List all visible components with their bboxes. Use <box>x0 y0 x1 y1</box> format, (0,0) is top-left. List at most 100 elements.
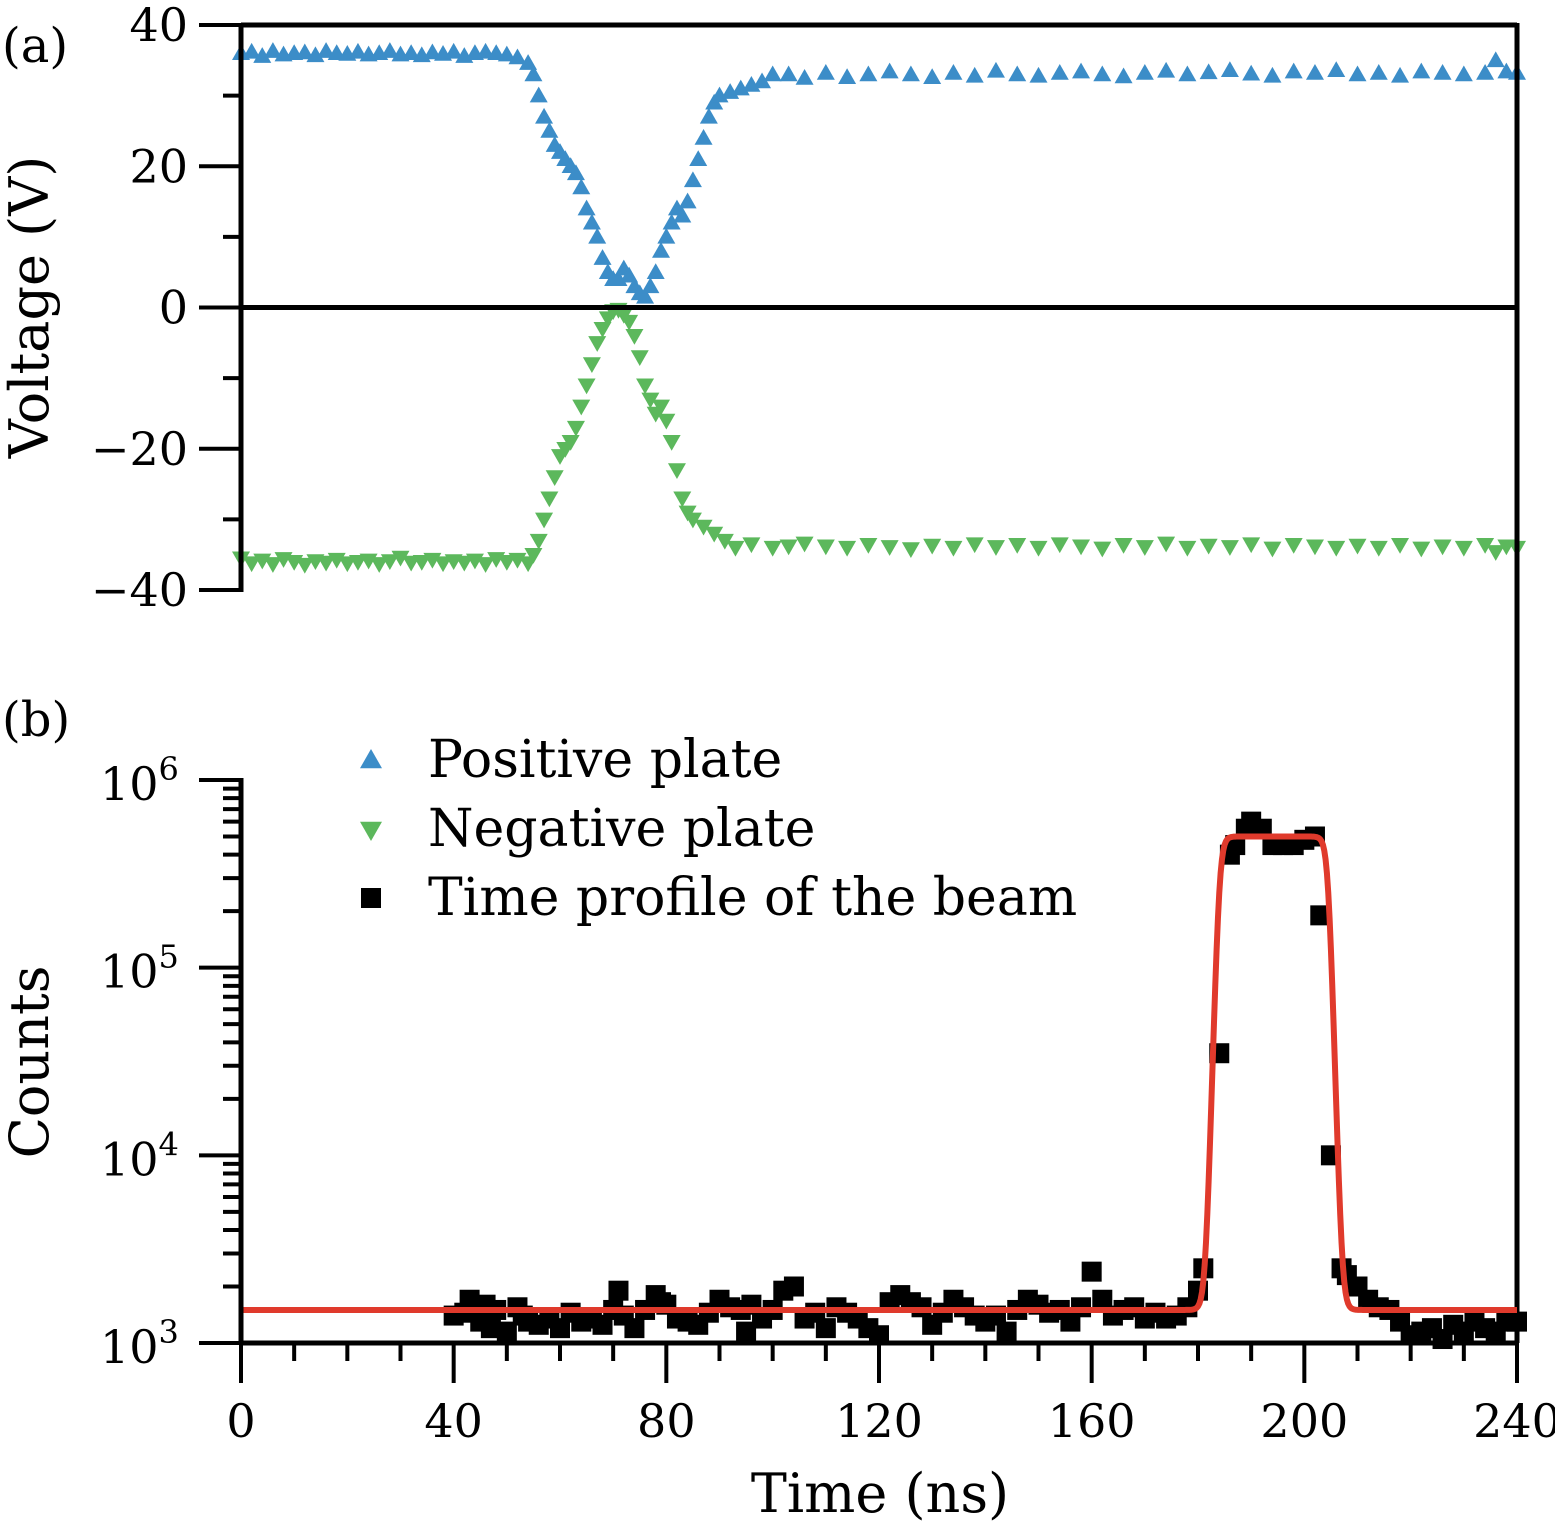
point-negative-plate <box>630 350 649 366</box>
legend-label-negative-plate: Negative plate <box>428 799 815 859</box>
legend-entry-negative-plate: Negative plate <box>360 799 815 859</box>
point-negative-plate <box>620 314 639 331</box>
point-time-profile <box>624 1318 645 1339</box>
point-positive-plate <box>529 86 548 103</box>
point-negative-plate <box>795 536 814 553</box>
point-negative-plate <box>1072 539 1091 556</box>
point-time-profile <box>608 1280 629 1301</box>
point-positive-plate <box>380 42 399 58</box>
x-tick-label: 200 <box>1260 1394 1348 1448</box>
point-negative-plate <box>338 556 357 573</box>
point-positive-plate <box>497 45 516 62</box>
point-time-profile <box>1081 1261 1102 1282</box>
point-positive-plate <box>620 266 639 283</box>
point-negative-plate <box>652 399 671 416</box>
point-negative-plate <box>1327 540 1346 557</box>
point-negative-plate <box>1391 538 1410 554</box>
point-negative-plate <box>705 526 724 543</box>
point-positive-plate <box>1199 63 1218 80</box>
point-positive-plate <box>524 65 543 82</box>
point-positive-plate <box>779 65 798 82</box>
x-tick-label: 160 <box>1048 1394 1136 1448</box>
point-negative-plate <box>1157 536 1176 553</box>
point-negative-plate <box>838 540 857 557</box>
point-negative-plate <box>1476 538 1495 554</box>
point-positive-plate <box>1220 61 1239 77</box>
panel-a-ylabel: Voltage (V) <box>0 156 61 460</box>
point-negative-plate <box>662 434 681 451</box>
point-positive-plate <box>965 66 984 83</box>
point-negative-plate <box>1029 540 1048 557</box>
point-positive-plate <box>348 42 367 59</box>
point-negative-plate <box>667 463 686 479</box>
panel-a-ytick-label: 40 <box>129 0 188 52</box>
point-negative-plate <box>1050 537 1069 554</box>
point-positive-plate <box>944 64 963 80</box>
y-tick-label: 103 <box>100 1313 179 1374</box>
point-negative-plate <box>1093 541 1112 558</box>
point-negative-plate <box>986 540 1005 556</box>
point-positive-plate <box>593 249 612 265</box>
point-negative-plate <box>1220 540 1239 556</box>
point-positive-plate <box>1072 62 1091 79</box>
point-positive-plate <box>662 213 681 230</box>
point-positive-plate <box>1412 62 1431 79</box>
point-positive-plate <box>1157 61 1176 78</box>
legend-entry-positive-plate: Positive plate <box>360 730 782 790</box>
point-time-profile <box>1092 1289 1113 1310</box>
point-negative-plate <box>944 540 963 557</box>
y-tick-label: 106 <box>100 750 179 811</box>
point-positive-plate <box>816 64 835 80</box>
point-negative-plate <box>535 512 554 529</box>
panel-a-label: (a) <box>2 18 68 74</box>
point-negative-plate <box>1348 538 1367 555</box>
point-positive-plate <box>1476 64 1495 80</box>
point-negative-plate <box>625 329 644 345</box>
panel-a-ytick-label: −20 <box>91 422 188 476</box>
x-tick-label: 120 <box>835 1394 923 1448</box>
point-negative-plate <box>317 555 336 572</box>
legend-label-time-profile: Time profile of the beam <box>428 868 1077 928</box>
x-tick-label: 40 <box>424 1394 483 1448</box>
point-positive-plate <box>295 43 314 60</box>
point-negative-plate <box>726 540 745 557</box>
panel-a-ytick-labels: −40 −20 0 20 40 <box>91 0 188 617</box>
point-negative-plate <box>1284 538 1303 554</box>
point-positive-plate <box>1242 64 1261 81</box>
panel-a-markers <box>232 42 1526 574</box>
point-time-profile <box>480 1318 501 1339</box>
panel-a-axes <box>199 22 1520 1343</box>
point-positive-plate <box>689 150 708 166</box>
point-positive-plate <box>582 213 601 230</box>
point-positive-plate <box>986 61 1005 78</box>
point-negative-plate <box>636 378 655 395</box>
point-positive-plate <box>1433 64 1452 80</box>
point-positive-plate <box>1486 51 1505 68</box>
point-positive-plate <box>1348 65 1367 82</box>
point-negative-plate <box>540 491 559 508</box>
legend-label-positive-plate: Positive plate <box>428 730 782 790</box>
point-negative-plate <box>1114 538 1133 554</box>
point-positive-plate <box>657 227 676 244</box>
panel-b-axes <box>199 778 1519 1383</box>
point-negative-plate <box>742 537 761 554</box>
point-positive-plate <box>694 129 713 145</box>
point-positive-plate <box>317 42 336 58</box>
point-positive-plate <box>1305 64 1324 80</box>
point-negative-plate <box>529 533 548 550</box>
point-time-profile <box>996 1321 1017 1342</box>
point-negative-plate <box>1412 541 1431 558</box>
point-negative-plate <box>923 538 942 555</box>
point-negative-plate <box>1454 540 1473 557</box>
point-negative-plate <box>694 519 713 536</box>
point-negative-plate <box>561 434 580 451</box>
panel-b-ylabel: Counts <box>0 966 61 1159</box>
point-positive-plate <box>795 68 814 85</box>
point-negative-plate <box>476 557 495 573</box>
point-negative-plate <box>370 557 389 573</box>
point-positive-plate <box>306 46 325 63</box>
point-positive-plate <box>402 44 421 60</box>
point-negative-plate <box>577 378 596 395</box>
point-positive-plate <box>1050 64 1069 80</box>
point-positive-plate <box>1263 66 1282 83</box>
